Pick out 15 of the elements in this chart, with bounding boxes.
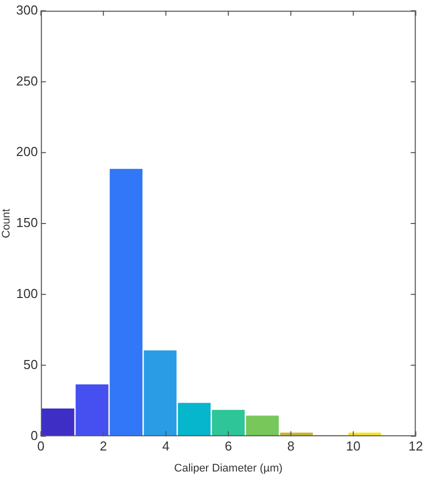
x-tick-label: 12 <box>408 438 424 454</box>
y-axis-title: Count <box>0 208 13 238</box>
x-tick-label: 6 <box>224 438 232 454</box>
y-tick-label: 50 <box>23 356 38 372</box>
x-tick-label: 2 <box>100 438 107 454</box>
y-tick-label: 200 <box>16 144 38 160</box>
y-tick-label: 150 <box>16 215 38 230</box>
x-tick-label: 8 <box>287 438 294 454</box>
x-axis-title: Caliper Diameter (µm) <box>174 462 283 474</box>
y-tick-label: 300 <box>16 2 38 18</box>
x-tick-label: 4 <box>162 438 170 454</box>
y-tick-label: 0 <box>30 428 38 443</box>
y-tick-label: 100 <box>16 286 38 301</box>
x-tick-label: 10 <box>346 438 361 454</box>
y-tick-label: 250 <box>16 73 38 88</box>
